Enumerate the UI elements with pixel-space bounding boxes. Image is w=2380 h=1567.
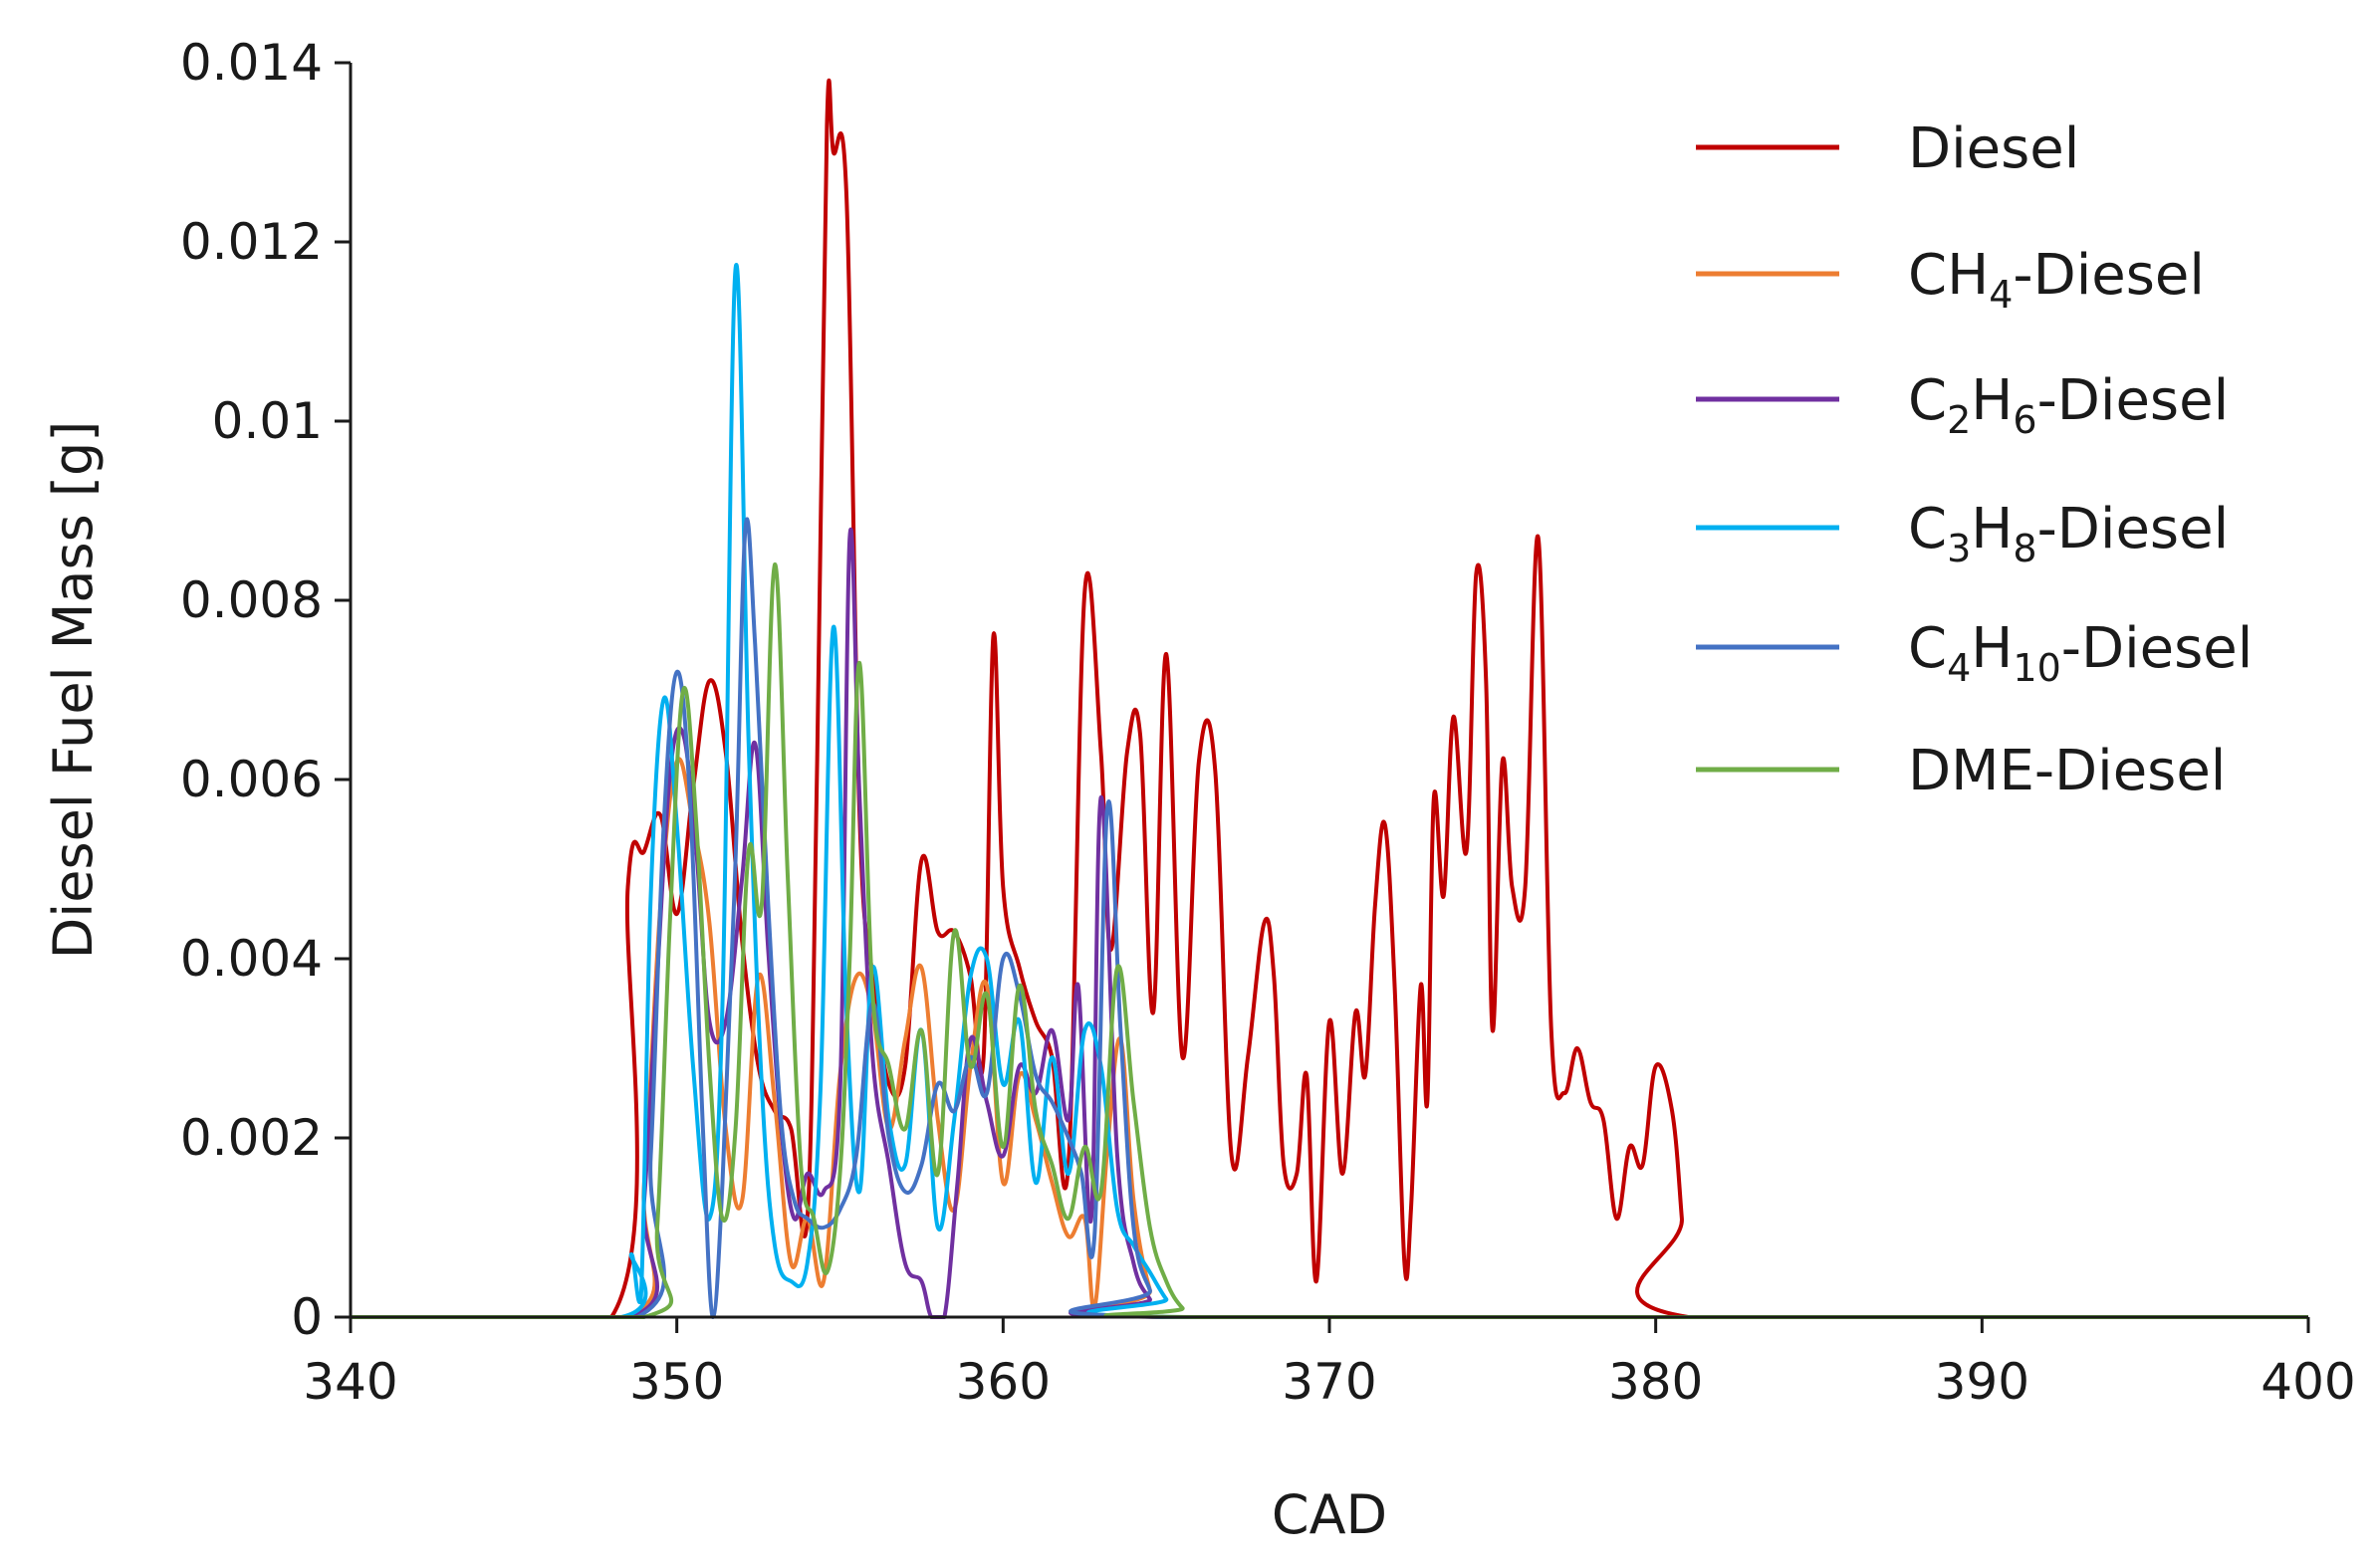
- legend-label-ch4-diesel: CH4-Diesel: [1908, 243, 2205, 317]
- x-tick-label: 390: [1935, 1353, 2029, 1411]
- y-tick-label: 0.01: [212, 392, 323, 450]
- series-line-c4h10-diesel: [351, 517, 2308, 1320]
- legend-label-c3h8-diesel: C3H8-Diesel: [1908, 497, 2229, 570]
- legend-label-diesel: Diesel: [1908, 116, 2079, 181]
- series-layer: [351, 78, 2308, 1320]
- ticks-layer: 0 0.002 0.004 0.006 0.008 0.01 0.012 0.014 340 35…: [180, 34, 2356, 1411]
- legend-label-dme-diesel: DME-Diesel: [1908, 739, 2226, 803]
- series-line-dme-diesel: [351, 561, 2308, 1320]
- legend: Diesel CH4-Diesel C2H6-Diesel C3H8-Diesel C4…: [1696, 116, 2253, 803]
- series-line-ch4-diesel: [351, 757, 2308, 1320]
- legend-label-c2h6-diesel: C2H6-Diesel: [1908, 368, 2229, 442]
- x-tick-label: 360: [956, 1353, 1051, 1411]
- y-tick-label: 0: [291, 1288, 323, 1346]
- series-line-c3h8-diesel: [351, 263, 2308, 1320]
- series-line-diesel: [351, 78, 2308, 1320]
- x-tick-label: 380: [1608, 1353, 1703, 1411]
- x-axis-title: CAD: [1272, 1483, 1387, 1546]
- y-tick-label: 0.004: [180, 930, 323, 988]
- y-axis-title: Diesel Fuel Mass [g]: [42, 421, 105, 960]
- y-tick-label: 0.002: [180, 1109, 323, 1167]
- x-tick-label: 370: [1282, 1353, 1376, 1411]
- x-tick-label: 350: [629, 1353, 724, 1411]
- x-tick-label: 340: [303, 1353, 397, 1411]
- x-tick-label: 400: [2261, 1353, 2355, 1411]
- y-tick-label: 0.014: [180, 34, 323, 92]
- y-tick-label: 0.008: [180, 571, 323, 629]
- y-tick-label: 0.006: [180, 751, 323, 808]
- y-tick-label: 0.012: [180, 213, 323, 271]
- legend-label-c4h10-diesel: C4H10-Diesel: [1908, 616, 2253, 690]
